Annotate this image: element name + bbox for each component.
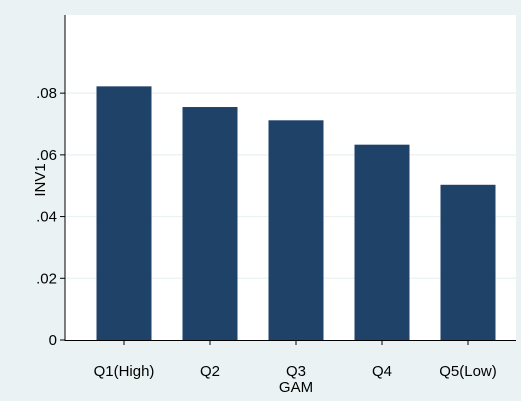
x-tick-label: Q2 bbox=[200, 363, 220, 380]
x-tick-label: Q4 bbox=[372, 363, 392, 380]
x-tick-labels: Q1(High) Q2 Q3 Q4 Q5(Low) bbox=[94, 363, 497, 380]
x-tick-label: Q3 bbox=[286, 363, 306, 380]
y-tick-label: 0 bbox=[49, 332, 57, 349]
bar-3 bbox=[268, 120, 324, 340]
x-tick-label: Q1(High) bbox=[94, 363, 155, 380]
bar-2 bbox=[182, 107, 238, 341]
y-tick-label: .06 bbox=[36, 147, 57, 164]
x-axis-label: GAM bbox=[279, 379, 313, 396]
y-tick-label: .04 bbox=[36, 209, 57, 226]
bar-5 bbox=[440, 184, 496, 340]
y-tick-label: .02 bbox=[36, 270, 57, 287]
bars bbox=[96, 86, 496, 341]
x-tick-label: Q5(Low) bbox=[439, 363, 497, 380]
y-axis-label: INV1 bbox=[32, 163, 49, 196]
y-tick-labels: 0 .02 .04 .06 .08 bbox=[36, 85, 57, 349]
y-tick-label: .08 bbox=[36, 85, 57, 102]
bar-4 bbox=[354, 144, 410, 340]
axes bbox=[60, 15, 516, 345]
bar-1 bbox=[96, 86, 152, 341]
